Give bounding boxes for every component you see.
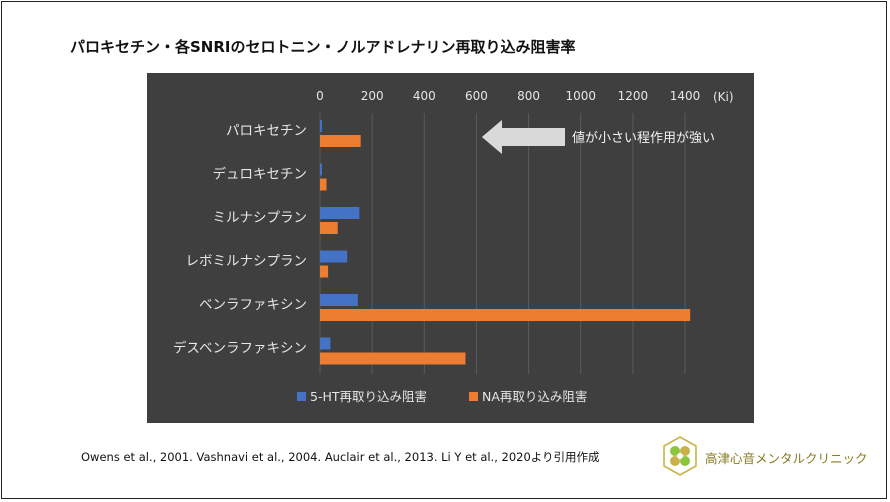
- legend-label: NA再取り込み阻害: [482, 389, 587, 404]
- x-tick-label: 1200: [618, 89, 649, 103]
- citation-text: Owens et al., 2001. Vashnavi et al., 200…: [81, 450, 600, 464]
- bar-5ht: [320, 207, 360, 219]
- category-label: パロキセチン: [226, 123, 307, 139]
- bar-na: [320, 352, 466, 365]
- legend-swatch-na: [469, 392, 478, 401]
- bar-5ht: [320, 337, 331, 350]
- bar-na: [320, 135, 361, 147]
- chart-panel: 0 200 400 600 800 1000 1200 1400 (Ki) パロキセチンデュロキセ…: [147, 73, 754, 423]
- x-tick-label: 800: [517, 89, 540, 103]
- x-tick-label: 200: [361, 89, 384, 103]
- legend-swatch-5ht: [297, 392, 306, 401]
- bar-chart: 0 200 400 600 800 1000 1200 1400 (Ki) パロキセチンデュロキセ…: [173, 89, 734, 404]
- bar-5ht: [320, 294, 358, 306]
- annotation-text: 値が小さい程作用が強い: [572, 130, 715, 146]
- x-tick-label: 1000: [565, 89, 596, 103]
- clinic-name: 高津心音メンタルクリニック: [705, 451, 868, 466]
- category-label: ベンラファキシン: [199, 297, 307, 313]
- bar-na: [320, 222, 338, 234]
- legend-label: 5-HT再取り込み阻害: [310, 389, 427, 404]
- bar-5ht: [320, 163, 322, 176]
- bar-na: [320, 178, 327, 191]
- x-tick-label: 400: [413, 89, 436, 103]
- category-label: ミルナシプラン: [213, 210, 308, 226]
- x-unit-label: (Ki): [713, 90, 734, 104]
- bar-na: [320, 265, 329, 278]
- category-label: デスベンラファキシン: [173, 340, 307, 357]
- x-tick-label: 600: [465, 89, 488, 103]
- clover-logo-icon: [663, 436, 697, 476]
- annotation-arrow-fill: [482, 120, 565, 154]
- clinic-logo: 高津心音メンタルクリニック: [660, 436, 870, 476]
- x-tick-label: 1400: [670, 89, 701, 103]
- bar-na: [320, 309, 691, 321]
- bar-5ht: [320, 250, 348, 263]
- x-tick-label: 0: [316, 89, 324, 103]
- slide-title: パロキセチン・各SNRIのセロトニン・ノルアドレナリン再取り込み阻害率: [70, 38, 576, 56]
- category-label: デュロキセチン: [213, 166, 308, 183]
- category-label: レボミルナシプラン: [186, 254, 308, 270]
- bar-5ht: [320, 120, 322, 132]
